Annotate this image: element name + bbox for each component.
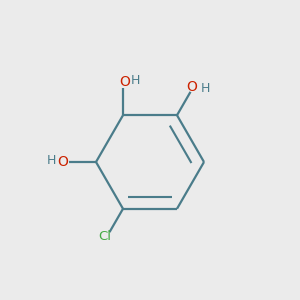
Text: O: O xyxy=(187,80,197,94)
Text: H: H xyxy=(201,82,210,95)
Text: O: O xyxy=(58,155,68,169)
Text: H: H xyxy=(46,154,56,167)
Text: H: H xyxy=(131,74,140,87)
Text: O: O xyxy=(119,75,130,89)
Text: Cl: Cl xyxy=(98,230,112,243)
